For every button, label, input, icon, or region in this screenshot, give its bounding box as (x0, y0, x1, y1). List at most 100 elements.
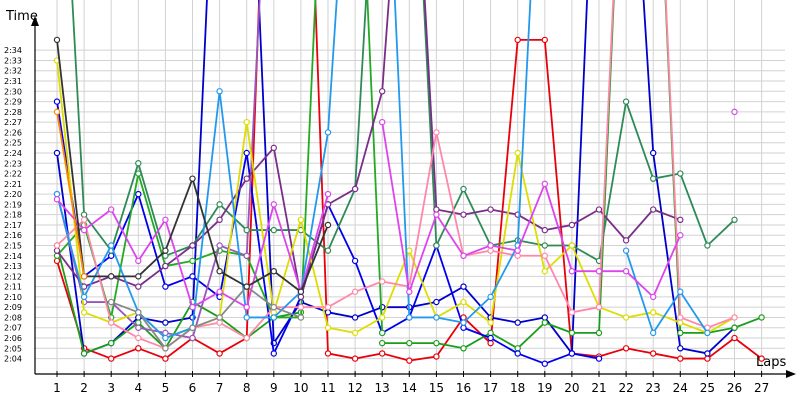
data-point (595, 268, 603, 275)
data-point (53, 257, 61, 265)
data-point (677, 329, 684, 337)
y-tick-label: 2:27 (4, 118, 22, 127)
data-point (460, 345, 467, 352)
data-point (677, 288, 684, 295)
data-point (270, 268, 277, 275)
data-point (758, 355, 765, 362)
data-point (53, 196, 61, 203)
data-point (216, 314, 223, 321)
data-point (677, 355, 684, 362)
data-point (270, 226, 277, 234)
data-point (80, 309, 88, 316)
data-point (514, 345, 521, 352)
data-point (270, 350, 277, 357)
data-point (514, 36, 521, 44)
data-point (677, 314, 684, 321)
x-tick-label: 4 (134, 381, 142, 395)
data-point (80, 226, 88, 234)
x-tick-label: 23 (646, 381, 661, 395)
x-tick-label: 24 (673, 381, 688, 395)
data-point (379, 278, 386, 285)
data-point (677, 216, 684, 223)
data-point (568, 309, 576, 316)
x-tick-label: 20 (564, 381, 579, 395)
x-tick-label: 3 (107, 381, 115, 395)
data-point (216, 216, 223, 223)
series-12 (53, 108, 738, 311)
series-line (56, 0, 532, 339)
y-tick-label: 2:25 (4, 139, 22, 148)
data-point (406, 314, 413, 321)
series-2 (53, 0, 738, 357)
data-point (107, 339, 115, 347)
y-tick-label: 2:32 (4, 67, 22, 76)
x-tick-label: 25 (700, 381, 715, 395)
y-tick-label: 2:23 (4, 159, 22, 168)
data-point (216, 288, 223, 295)
data-point (622, 268, 630, 275)
data-point (135, 345, 142, 352)
data-point (460, 185, 467, 193)
data-point (80, 273, 88, 280)
data-point (514, 247, 521, 254)
series-8 (53, 0, 684, 301)
data-point (541, 252, 549, 259)
data-point (433, 242, 440, 249)
data-point (379, 350, 386, 357)
data-point (216, 350, 223, 357)
data-point (297, 314, 305, 321)
data-point (514, 319, 521, 326)
y-tick-label: 2:22 (4, 170, 22, 179)
series-line (381, 121, 682, 298)
data-point (568, 350, 576, 357)
y-tick-label: 2:34 (4, 46, 22, 55)
data-point (270, 303, 277, 311)
x-tick-label: 17 (483, 381, 498, 395)
series-line (56, 0, 735, 350)
y-tick-label: 2:19 (4, 200, 22, 209)
data-point (460, 252, 467, 259)
data-point (460, 298, 467, 306)
data-point (351, 257, 359, 265)
data-point (135, 283, 142, 290)
data-point (460, 283, 467, 290)
data-point (162, 345, 169, 352)
data-point (460, 211, 467, 218)
data-point (351, 185, 359, 193)
data-point (379, 118, 386, 126)
data-point (53, 190, 61, 198)
x-tick-label: 9 (270, 381, 278, 395)
y-tick-label: 2:30 (4, 87, 22, 96)
data-point (379, 314, 386, 321)
y-tick-label: 2:10 (4, 293, 22, 302)
data-point (487, 206, 494, 213)
data-point (460, 314, 467, 321)
data-point (324, 324, 332, 331)
y-tick-label: 2:18 (4, 211, 22, 220)
data-point (351, 329, 359, 337)
data-point (270, 201, 277, 208)
data-point (162, 283, 169, 290)
data-point (216, 242, 223, 249)
data-point (595, 206, 603, 213)
data-point (541, 226, 549, 234)
y-tick-label: 2:17 (4, 221, 22, 230)
data-point (704, 329, 711, 337)
x-tick-label: 21 (591, 381, 606, 395)
y-tick-label: 2:26 (4, 128, 22, 137)
data-point (487, 319, 494, 326)
y-tick-label: 2:13 (4, 262, 22, 271)
data-point (568, 242, 576, 249)
series-6 (53, 0, 261, 342)
data-point (433, 206, 440, 213)
data-point (460, 319, 467, 326)
series-line (56, 0, 261, 339)
data-point (758, 314, 765, 321)
data-point (53, 98, 61, 105)
data-point (514, 350, 521, 357)
y-tick-label: 2:06 (4, 334, 22, 343)
y-tick-label: 2:04 (4, 355, 22, 364)
data-point (487, 329, 494, 337)
